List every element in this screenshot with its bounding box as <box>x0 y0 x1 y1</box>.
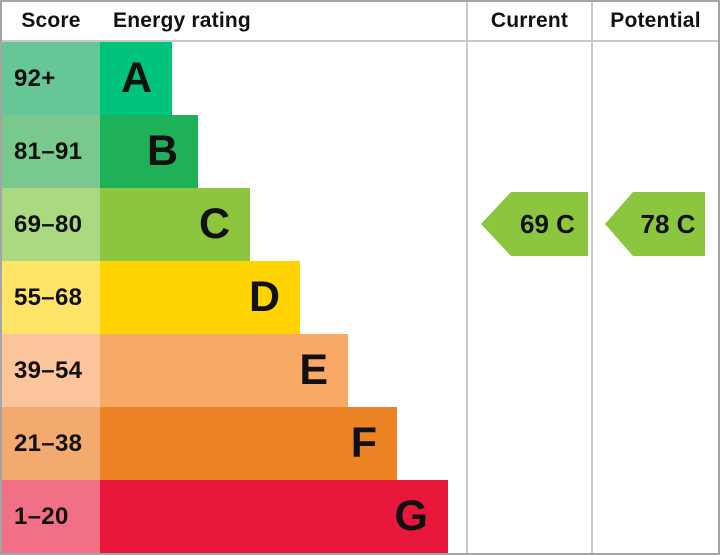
band-row-c: 69–80 C <box>2 188 718 261</box>
band-row-g: 1–20 G <box>2 480 718 553</box>
header-current: Current <box>466 2 591 40</box>
score-range-g: 1–20 <box>2 480 100 553</box>
current-column-divider <box>466 42 468 553</box>
header-score: Score <box>21 9 81 32</box>
header-potential: Potential <box>591 2 718 40</box>
table-header: Score Energy rating Current Potential <box>2 2 718 42</box>
band-bar-a: A <box>100 42 172 115</box>
band-row-b: 81–91 B <box>2 115 718 188</box>
band-bar-g: G <box>100 480 448 553</box>
score-range-f: 21–38 <box>2 407 100 480</box>
band-row-a: 92+ A <box>2 42 718 115</box>
band-row-f: 21–38 F <box>2 407 718 480</box>
score-range-b: 81–91 <box>2 115 100 188</box>
score-range-c: 69–80 <box>2 188 100 261</box>
band-bar-e: E <box>100 334 348 407</box>
header-energy-rating: Energy rating <box>113 9 251 32</box>
band-row-d: 55–68 D <box>2 261 718 334</box>
chart-body: 92+ A 81–91 B 69–80 C 55–68 D 39–54 E 21… <box>2 42 718 553</box>
band-bar-b: B <box>100 115 198 188</box>
band-bar-c: C <box>100 188 250 261</box>
band-bar-f: F <box>100 407 397 480</box>
potential-column-divider <box>591 42 593 553</box>
score-range-a: 92+ <box>2 42 100 115</box>
band-bar-d: D <box>100 261 300 334</box>
band-row-e: 39–54 E <box>2 334 718 407</box>
score-range-e: 39–54 <box>2 334 100 407</box>
score-range-d: 55–68 <box>2 261 100 334</box>
